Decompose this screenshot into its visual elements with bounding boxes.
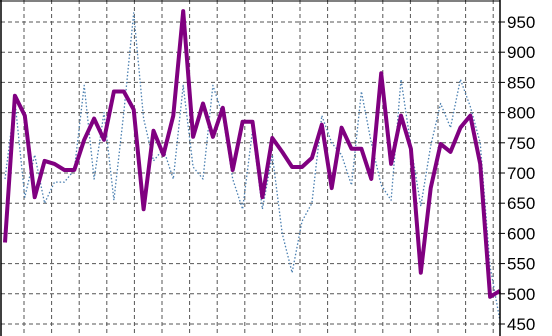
y-tick-label: 550 <box>507 255 535 274</box>
y-axis-ticks: 450 500 550 600 650 700 750 800 850 900 950 <box>500 13 535 334</box>
y-tick-label: 750 <box>507 134 535 153</box>
y-tick-label: 850 <box>507 73 535 92</box>
y-tick-label: 800 <box>507 104 535 123</box>
y-tick-label: 650 <box>507 194 535 213</box>
y-tick-label: 600 <box>507 224 535 243</box>
y-tick-label: 450 <box>507 315 535 334</box>
y-tick-label: 950 <box>507 13 535 32</box>
y-tick-label: 500 <box>507 285 535 304</box>
vertical-grid <box>23 0 494 336</box>
y-tick-label: 900 <box>507 43 535 62</box>
series-group <box>3 9 502 322</box>
y-tick-label: 700 <box>507 164 535 183</box>
series-line-solid <box>3 9 502 299</box>
